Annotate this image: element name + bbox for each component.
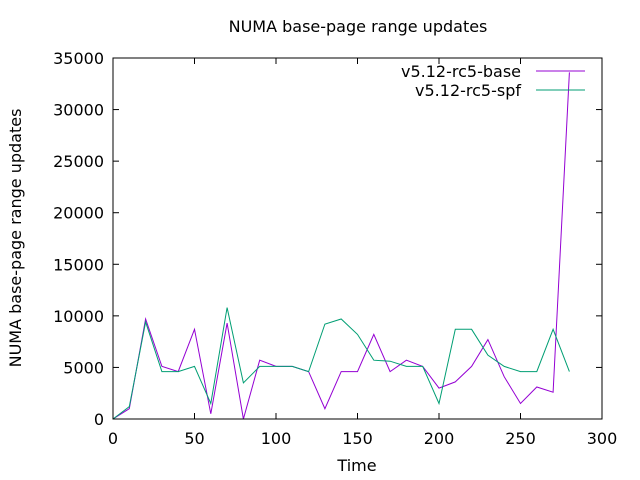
x-tick-label: 150 xyxy=(342,429,373,448)
y-tick-label: 10000 xyxy=(53,307,104,326)
y-axis-label: NUMA base-page range updates xyxy=(6,109,25,368)
chart-title: NUMA base-page range updates xyxy=(229,17,488,36)
ticks-layer: 0 50 100 150 200 250 300 0 5000 10000 15000 20000 25… xyxy=(53,49,617,448)
x-tick-label: 250 xyxy=(505,429,536,448)
x-tick-label: 0 xyxy=(108,429,118,448)
series-line-v5.12-rc5-base xyxy=(112,72,570,420)
x-tick-label: 300 xyxy=(587,429,618,448)
x-tick-label: 200 xyxy=(424,429,455,448)
y-tick-label: 5000 xyxy=(63,358,104,377)
x-tick-label: 50 xyxy=(184,429,204,448)
y-tick-label: 25000 xyxy=(53,152,104,171)
y-tick-label: 20000 xyxy=(53,204,104,223)
y-tick-label: 30000 xyxy=(53,101,104,120)
y-tick-label: 35000 xyxy=(53,49,104,68)
legend-label: v5.12-rc5-base xyxy=(401,62,521,81)
y-tick-label: 15000 xyxy=(53,255,104,274)
series-layer xyxy=(112,72,570,420)
y-tick-label: 0 xyxy=(94,410,104,429)
plot-frame xyxy=(112,57,603,420)
x-tick-label: 100 xyxy=(261,429,292,448)
x-axis-label: Time xyxy=(336,456,376,475)
legend-label: v5.12-rc5-spf xyxy=(415,81,521,100)
series-line-v5.12-rc5-spf xyxy=(112,307,570,420)
